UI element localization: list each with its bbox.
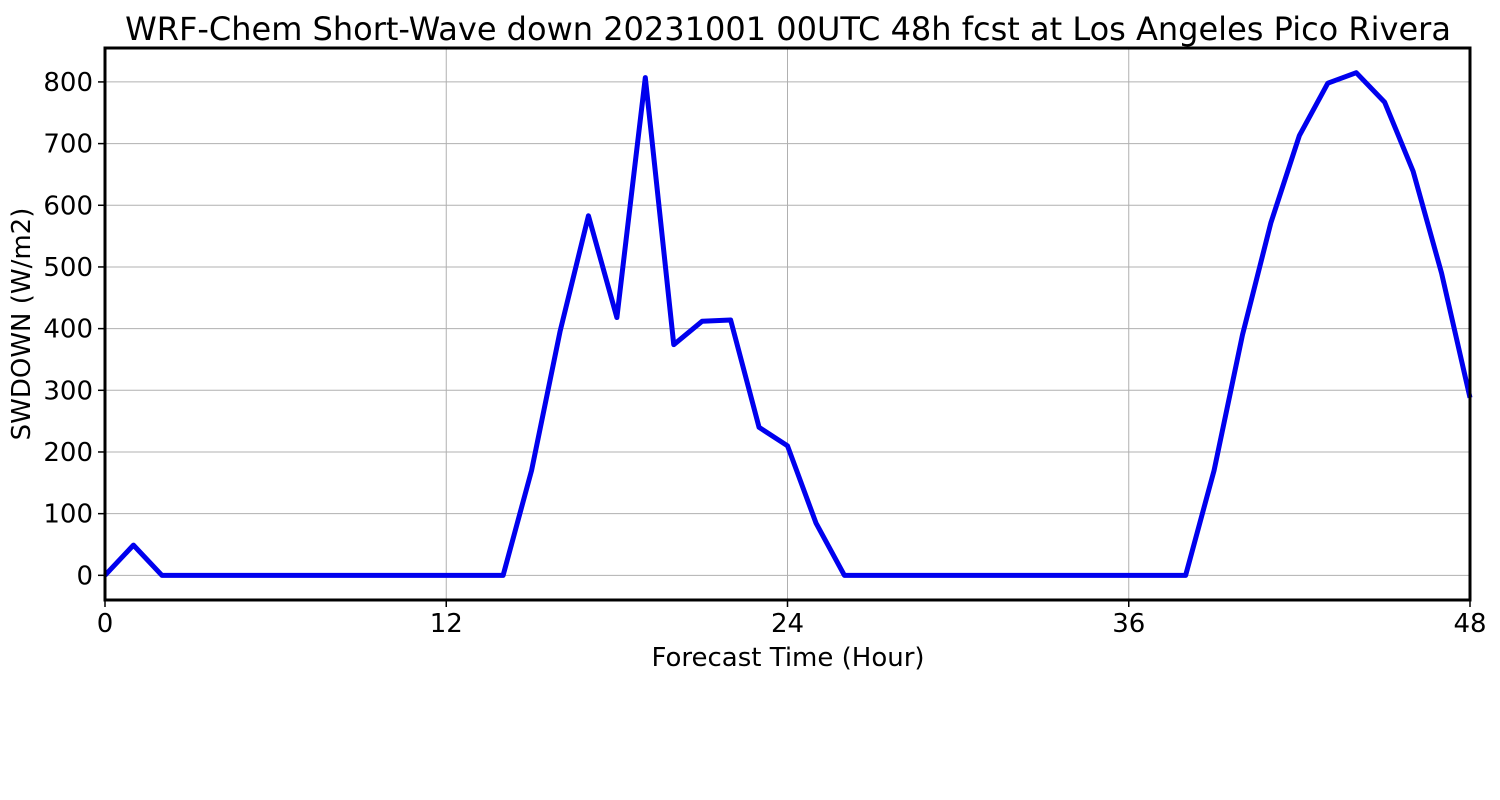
grid bbox=[104, 48, 1471, 600]
y-tick-label: 200 bbox=[43, 438, 93, 468]
x-tick-label: 0 bbox=[97, 609, 114, 639]
x-tick-label: 12 bbox=[430, 609, 463, 639]
ticks: 0 12 24 36 48 0 100 200 300 400 500 600 700 800 bbox=[43, 68, 1486, 639]
y-tick-label: 300 bbox=[43, 376, 93, 406]
y-tick-label: 500 bbox=[43, 253, 93, 283]
chart-title: WRF-Chem Short-Wave down 20231001 00UTC … bbox=[125, 10, 1451, 48]
series-layer bbox=[103, 70, 1473, 578]
x-tick-label: 36 bbox=[1112, 609, 1145, 639]
x-axis-label: Forecast Time (Hour) bbox=[651, 643, 924, 673]
x-tick-label: 48 bbox=[1453, 609, 1486, 639]
y-tick-label: 700 bbox=[43, 130, 93, 160]
y-tick-label: 400 bbox=[43, 315, 93, 345]
series-line bbox=[103, 70, 1473, 578]
y-tick-label: 100 bbox=[43, 500, 93, 530]
x-tick-label: 24 bbox=[771, 609, 804, 639]
y-axis-label: SWDOWN (W/m2) bbox=[7, 208, 37, 441]
y-tick-label: 600 bbox=[43, 191, 93, 221]
y-tick-label: 0 bbox=[76, 561, 93, 591]
y-tick-label: 800 bbox=[43, 68, 93, 98]
